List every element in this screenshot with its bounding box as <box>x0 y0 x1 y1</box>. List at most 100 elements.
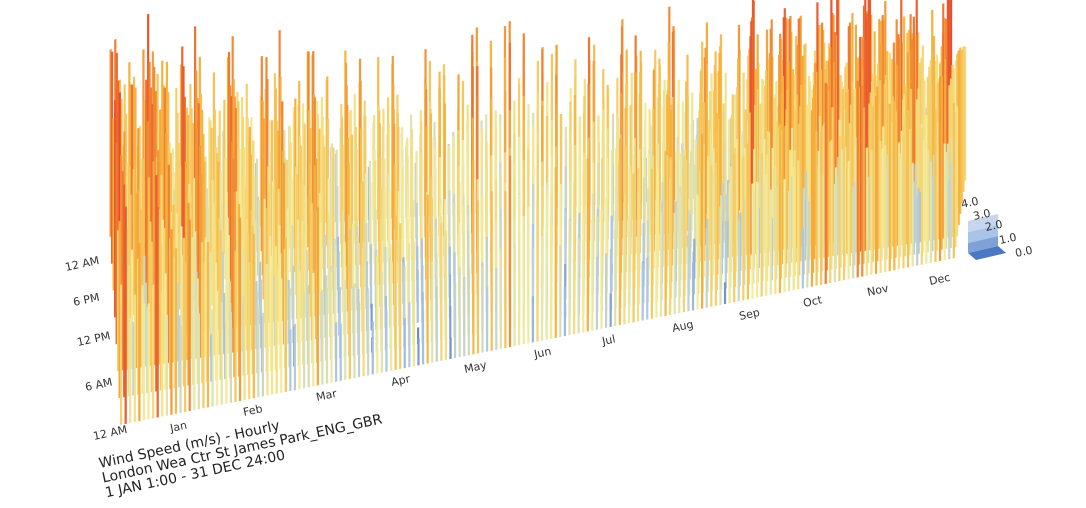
surface-bar <box>897 142 901 270</box>
surface-bar <box>527 231 530 344</box>
surface-bar <box>733 154 736 303</box>
surface-bar <box>559 244 562 338</box>
surface-bar <box>618 161 621 326</box>
surface-bar <box>806 195 809 288</box>
y-tick-12pm: 12 PM <box>76 329 112 349</box>
surface-bar <box>737 219 740 302</box>
x-tick-jun: Jun <box>532 345 553 362</box>
surface-bar <box>591 219 594 331</box>
surface-bar <box>369 243 373 309</box>
surface-bar <box>266 267 269 396</box>
surface-bar <box>724 221 727 289</box>
surface-bar <box>202 262 205 409</box>
surface-bar <box>417 337 420 366</box>
surface-bar <box>426 194 429 364</box>
x-tick-jan: Jan <box>168 419 188 435</box>
surface-bar <box>124 206 127 425</box>
surface-bar <box>765 174 768 296</box>
surface-bar <box>293 323 297 391</box>
legend-label-3: 3.0 <box>972 207 992 223</box>
surface-bar <box>399 222 402 370</box>
surface-bar <box>701 133 704 309</box>
surface-bar <box>170 229 173 415</box>
surface-bar <box>312 272 315 387</box>
surface-bar <box>401 165 405 283</box>
surface-bar <box>902 125 905 269</box>
surface-bar <box>842 136 846 281</box>
legend-block-0 <box>968 246 1006 260</box>
surface-bar <box>929 161 933 264</box>
surface-bar <box>646 257 649 320</box>
surface-bar <box>879 140 882 274</box>
surface-bar <box>362 241 365 377</box>
surface-bar <box>833 183 836 283</box>
surface-bar <box>600 208 603 329</box>
surface-bar <box>710 164 713 307</box>
surface-bar <box>829 141 832 284</box>
surface-bar <box>678 212 681 314</box>
surface-bar <box>156 206 159 418</box>
surface-bar <box>693 164 697 263</box>
surface-bar <box>536 201 539 342</box>
surface-bar <box>783 178 786 293</box>
surface-bar <box>234 250 237 403</box>
legend-label-4: 4.0 <box>960 195 980 211</box>
surface-bar <box>797 160 800 290</box>
surface-bar <box>856 80 859 278</box>
surface-bar <box>938 76 942 262</box>
surface-bar <box>728 183 731 304</box>
x-tick-apr: Apr <box>390 372 412 389</box>
surface-bar <box>403 317 406 369</box>
surface-bar <box>810 109 814 287</box>
surface-bar <box>303 291 306 389</box>
surface-bar <box>257 305 260 398</box>
surface-bar <box>705 227 708 308</box>
surface-bar <box>389 259 393 372</box>
surface-bar <box>270 271 274 395</box>
surface-bar <box>431 261 434 363</box>
surface-bar <box>371 321 374 375</box>
surface-bar <box>197 313 200 410</box>
surface-bar <box>545 233 548 340</box>
surface-bar <box>614 229 617 327</box>
x-tick-feb: Feb <box>242 402 264 419</box>
surface-bar <box>769 189 772 296</box>
surface-bar <box>874 95 878 275</box>
surface-bar <box>916 195 919 266</box>
surface-bar <box>696 194 699 310</box>
surface-bar <box>792 166 795 291</box>
surface-bar <box>564 210 567 281</box>
surface-bar <box>380 272 383 373</box>
surface-bar <box>637 191 640 322</box>
x-tick-oct: Oct <box>802 293 824 310</box>
legend-label-2: 2.0 <box>984 218 1004 234</box>
surface-bar <box>508 155 512 348</box>
surface-bar <box>284 237 287 393</box>
surface-bar <box>289 329 292 392</box>
surface-bar <box>292 265 295 344</box>
surface-bar <box>209 251 212 357</box>
surface-bar <box>394 215 397 371</box>
surface-bar <box>568 236 571 336</box>
surface-bar <box>490 190 493 351</box>
surface-bar <box>416 269 419 324</box>
surface-bar <box>243 271 246 401</box>
surface-bar <box>238 217 242 402</box>
surface-bar <box>161 291 164 417</box>
surface-bar <box>440 222 443 361</box>
surface-bar <box>504 190 507 349</box>
surface-bar <box>252 233 255 399</box>
surface-bar <box>120 284 123 425</box>
surface-bar <box>760 152 763 297</box>
surface-bar <box>280 278 283 393</box>
surface-bar <box>335 322 338 382</box>
surface-bar <box>449 306 452 339</box>
surface-bar <box>815 131 818 286</box>
surface-bar <box>216 290 219 406</box>
surface-bar <box>943 143 946 261</box>
surface-bar <box>595 256 599 330</box>
surface-bar <box>563 286 567 337</box>
surface-bar <box>193 301 196 411</box>
surface-bar <box>421 310 425 365</box>
